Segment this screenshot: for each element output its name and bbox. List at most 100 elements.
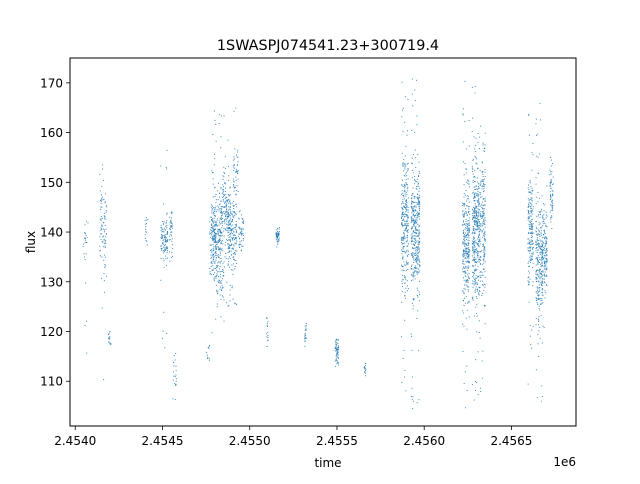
data-point <box>417 194 419 196</box>
data-point <box>536 247 538 249</box>
data-point <box>402 199 404 201</box>
data-point <box>175 380 177 382</box>
data-point <box>416 124 418 126</box>
data-point <box>172 379 174 381</box>
data-point <box>417 255 419 257</box>
data-point <box>465 148 467 150</box>
data-point <box>537 172 539 174</box>
data-point <box>218 196 220 198</box>
data-point <box>365 375 367 377</box>
data-point <box>235 250 237 252</box>
data-point <box>161 247 163 249</box>
data-point <box>219 203 221 205</box>
data-point <box>535 318 537 319</box>
data-point <box>464 270 466 272</box>
data-point <box>406 175 408 177</box>
data-point <box>337 350 339 352</box>
data-point <box>414 176 416 178</box>
data-point <box>418 200 420 202</box>
data-point <box>477 216 479 218</box>
data-point <box>170 235 172 237</box>
data-point <box>466 252 468 254</box>
data-point <box>468 180 470 182</box>
data-point <box>411 399 413 401</box>
data-point <box>161 235 163 237</box>
data-point <box>414 221 416 223</box>
data-point <box>226 208 228 210</box>
data-point <box>305 334 307 336</box>
data-point <box>105 211 107 213</box>
data-point <box>540 248 542 250</box>
data-point <box>543 233 545 235</box>
data-point <box>543 255 545 257</box>
data-point <box>414 179 416 181</box>
data-point <box>539 263 541 265</box>
data-point <box>337 353 338 355</box>
data-point <box>228 236 230 238</box>
data-point <box>480 391 482 393</box>
data-point <box>543 278 545 280</box>
data-point <box>483 258 485 260</box>
data-point <box>538 274 540 276</box>
data-point <box>412 274 414 276</box>
data-point <box>529 250 531 252</box>
data-point <box>535 248 537 250</box>
data-point <box>412 305 414 307</box>
data-point <box>531 210 533 212</box>
data-point <box>551 159 553 161</box>
data-point <box>537 318 539 320</box>
data-point <box>99 236 101 238</box>
data-point <box>535 244 537 246</box>
data-point <box>474 207 476 209</box>
data-point <box>419 203 421 205</box>
data-point <box>538 242 540 244</box>
data-point <box>175 370 177 372</box>
data-point <box>530 223 532 225</box>
data-point <box>468 251 470 253</box>
data-point <box>545 251 547 253</box>
data-point <box>212 247 214 249</box>
data-point <box>406 219 408 221</box>
data-point <box>531 231 533 233</box>
data-point <box>220 260 222 262</box>
data-point <box>478 183 480 185</box>
data-point <box>416 256 418 258</box>
data-point <box>407 285 408 287</box>
data-point <box>465 280 467 282</box>
data-point <box>110 343 112 345</box>
data-point <box>472 260 474 262</box>
data-point <box>465 407 467 409</box>
data-point <box>216 303 218 305</box>
data-point <box>171 211 173 213</box>
data-point <box>411 78 413 80</box>
data-point <box>277 232 279 234</box>
data-point <box>469 213 470 215</box>
data-point <box>406 210 408 212</box>
data-point <box>83 253 85 255</box>
data-point <box>231 287 233 289</box>
data-point <box>212 196 214 198</box>
data-point <box>483 246 485 248</box>
data-point <box>474 381 476 383</box>
data-point <box>416 287 418 289</box>
data-point <box>277 242 279 244</box>
data-point <box>242 239 244 241</box>
data-point <box>546 247 548 249</box>
data-point <box>466 365 468 367</box>
data-point <box>537 243 539 245</box>
data-point <box>216 265 218 267</box>
data-point <box>545 240 547 242</box>
data-point <box>212 220 214 222</box>
data-point <box>229 219 231 221</box>
data-point <box>538 233 540 235</box>
data-point <box>539 211 541 213</box>
data-point <box>411 302 413 304</box>
data-point <box>401 222 403 224</box>
data-point <box>551 209 553 211</box>
data-point <box>229 214 231 216</box>
data-point <box>475 221 477 223</box>
data-point <box>527 250 529 252</box>
data-point <box>537 260 539 262</box>
data-point <box>463 232 465 234</box>
data-point <box>233 187 235 189</box>
